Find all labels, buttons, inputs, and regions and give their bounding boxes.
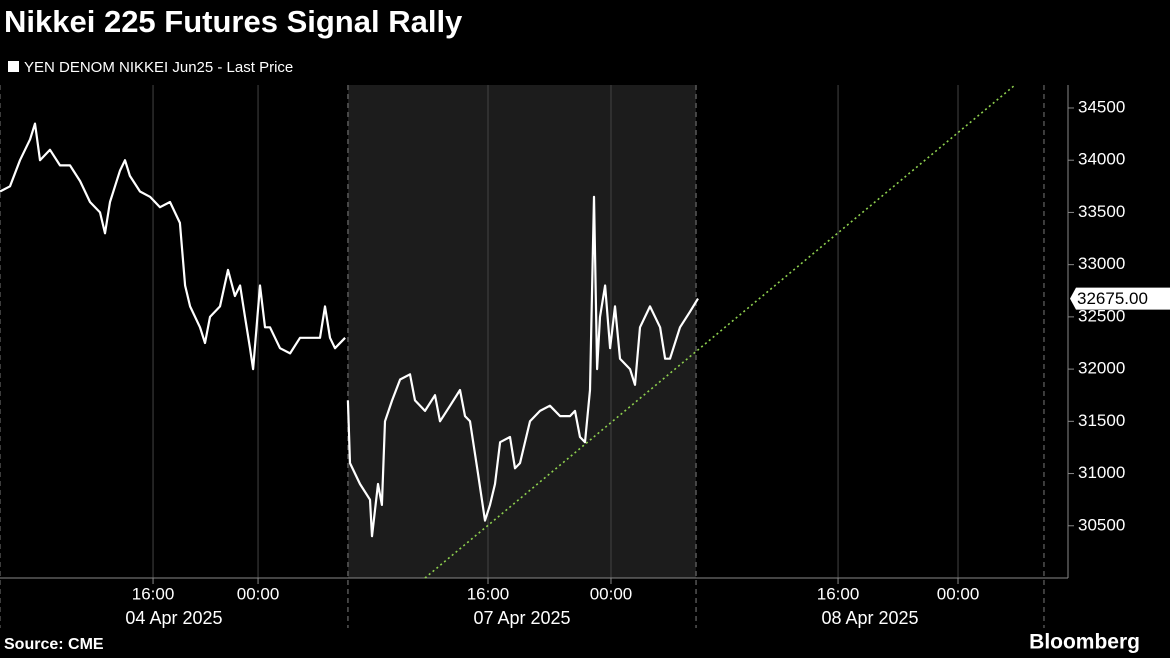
- session-label: 04 Apr 2025: [125, 608, 222, 628]
- y-tick-label: 34500: [1078, 97, 1125, 116]
- session-label: 08 Apr 2025: [821, 608, 918, 628]
- x-tick-label: 00:00: [937, 584, 980, 603]
- session-highlight: [347, 85, 697, 578]
- legend-label: YEN DENOM NIKKEI Jun25 - Last Price: [24, 59, 293, 76]
- chart-title: Nikkei 225 Futures Signal Rally: [4, 4, 463, 39]
- y-tick-label: 33000: [1078, 254, 1125, 273]
- trendline: [424, 84, 1016, 579]
- last-price-box: [1070, 287, 1170, 310]
- legend-swatch: [8, 61, 19, 72]
- y-tick-label: 30500: [1078, 515, 1125, 534]
- y-tick-label: 32500: [1078, 306, 1125, 325]
- x-tick-label: 16:00: [132, 584, 175, 603]
- price-line: [0, 122, 699, 538]
- last-price-label: 32675.00: [1077, 289, 1148, 308]
- y-tick-label: 31500: [1078, 411, 1125, 430]
- session-label: 07 Apr 2025: [473, 608, 570, 628]
- x-tick-label: 00:00: [237, 584, 280, 603]
- y-tick-label: 32000: [1078, 359, 1125, 378]
- x-tick-label: 16:00: [467, 584, 510, 603]
- y-tick-label: 34000: [1078, 150, 1125, 169]
- y-tick-label: 33500: [1078, 202, 1125, 221]
- source: Source: CME: [4, 636, 104, 653]
- x-tick-label: 00:00: [590, 584, 633, 603]
- x-tick-label: 16:00: [817, 584, 860, 603]
- y-tick-label: 31000: [1078, 463, 1125, 482]
- brand: Bloomberg: [1029, 631, 1140, 654]
